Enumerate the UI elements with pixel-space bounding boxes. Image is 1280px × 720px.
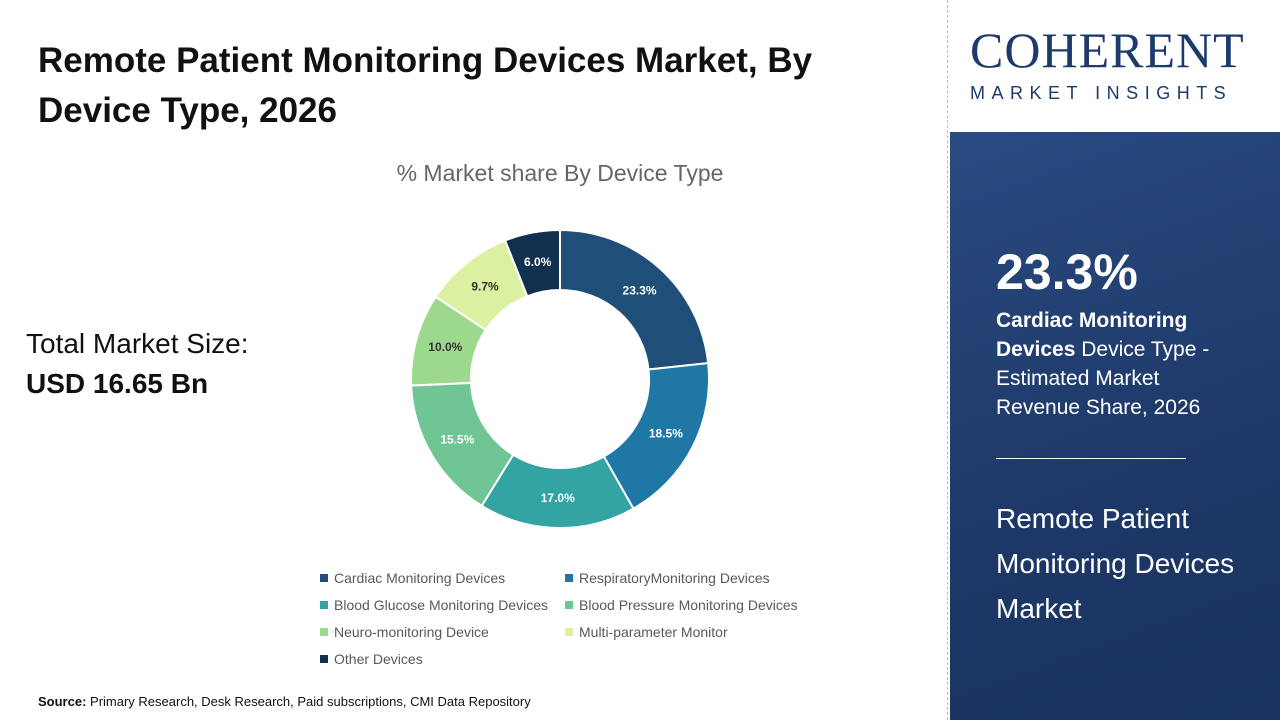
market-name: Remote Patient Monitoring Devices Market: [996, 503, 1235, 624]
legend-label: Blood Pressure Monitoring Devices: [579, 596, 798, 613]
data-label: 9.7%: [471, 280, 499, 294]
legend-item: Cardiac Monitoring Devices: [320, 568, 565, 587]
legend-swatch: [565, 600, 573, 609]
legend-swatch: [320, 573, 328, 582]
source-label: Source:: [38, 694, 87, 709]
legend-swatch: [565, 627, 573, 636]
data-label: 18.5%: [649, 426, 683, 440]
data-label: 15.5%: [440, 432, 474, 446]
legend-label: RespiratoryMonitoring Devices: [579, 569, 770, 586]
data-label: 23.3%: [623, 283, 657, 297]
legend-item: Blood Pressure Monitoring Devices: [565, 595, 825, 614]
source-note: Source: Primary Research, Desk Research,…: [38, 694, 531, 710]
highlight-panel: 23.3% Cardiac Monitoring Devices Device …: [950, 132, 1280, 720]
legend-swatch: [565, 573, 573, 582]
legend-item: Neuro-monitoring Device: [320, 622, 565, 641]
legend-label: Blood Glucose Monitoring Devices: [334, 596, 548, 613]
page-title: Remote Patient Monitoring Devices Market…: [38, 41, 813, 130]
donut-slice: [503, 228, 561, 298]
legend-swatch: [320, 627, 328, 636]
data-label: 10.0%: [428, 340, 462, 354]
highlight-segment: Cardiac Monitoring Devices: [996, 309, 1188, 361]
source-text: Primary Research, Desk Research, Paid su…: [86, 694, 531, 709]
total-value: USD 16.65 Bn: [26, 368, 209, 399]
legend-label: Cardiac Monitoring Devices: [334, 569, 506, 586]
total-label: Total Market Size:: [26, 328, 249, 359]
legend-swatch: [320, 600, 328, 609]
highlight-percent: 23.3%: [996, 244, 1138, 300]
logo-sub: MARKET INSIGHTS: [970, 83, 1233, 103]
donut-slice: [559, 228, 710, 371]
data-label: 6.0%: [524, 255, 552, 269]
legend-swatch: [320, 654, 328, 663]
legend-item: Other Devices: [320, 649, 565, 668]
total-market-size: Total Market Size: USD 16.65 Bn: [26, 324, 249, 404]
logo: COHERENT MARKET INSIGHTS: [950, 0, 1280, 132]
logo-main: COHERENT: [970, 22, 1245, 78]
donut-chart: 23.3% 18.5% 17.0% 15.5% 10.0% 9.7% 6.0%: [410, 228, 710, 529]
legend-label: Other Devices: [334, 650, 423, 667]
chart-legend: Cardiac Monitoring Devices RespiratoryMon…: [320, 568, 840, 668]
legend-label: Multi-parameter Monitor: [579, 623, 728, 640]
highlight-description: Cardiac Monitoring Devices Device Type -…: [996, 306, 1246, 422]
legend-item: Blood Glucose Monitoring Devices: [320, 595, 565, 614]
data-label: 17.0%: [541, 491, 575, 505]
chart-title: % Market share By Device Type: [396, 160, 724, 186]
highlight-desc-text: Device Type - Estimated Market Revenue S…: [996, 338, 1210, 419]
legend-item: Multi-parameter Monitor: [565, 622, 825, 641]
legend-item: RespiratoryMonitoring Devices: [565, 568, 825, 587]
legend-label: Neuro-monitoring Device: [334, 623, 489, 640]
panel-divider: [996, 458, 1186, 459]
divider: [947, 0, 948, 720]
